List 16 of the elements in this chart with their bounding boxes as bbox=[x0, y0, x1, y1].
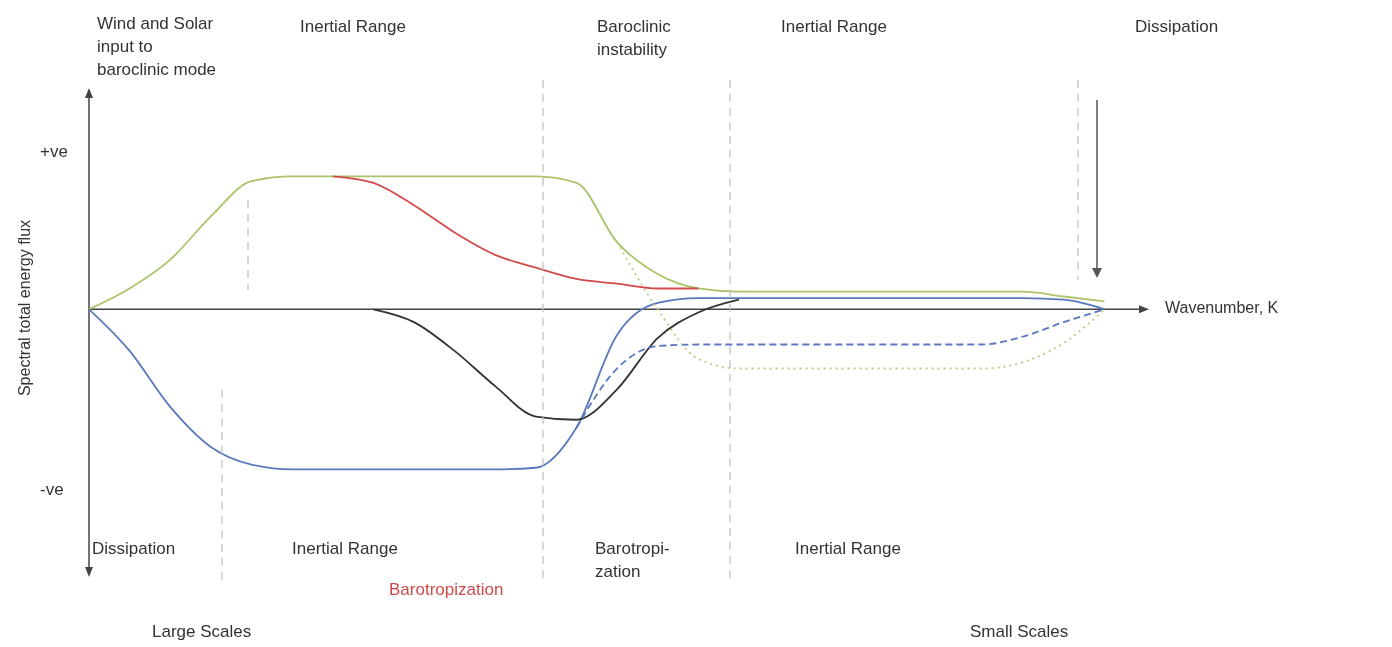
text: Barotropi- zation bbox=[595, 538, 671, 583]
y-axis-title: Spectral total energy flux bbox=[16, 219, 34, 399]
x-axis-title: Wavenumber, K bbox=[1165, 299, 1279, 318]
text: Inertial Range bbox=[300, 16, 406, 38]
text: Inertial Range bbox=[781, 16, 887, 38]
text: +ve bbox=[40, 141, 68, 163]
text: Small Scales bbox=[970, 621, 1069, 643]
text: Inertial Range bbox=[292, 538, 398, 560]
text: -ve bbox=[40, 479, 64, 501]
text: Large Scales bbox=[152, 621, 252, 643]
text: Dissipation bbox=[92, 538, 176, 560]
text: Baroclinic instability bbox=[597, 16, 672, 61]
text: Inertial Range bbox=[795, 538, 901, 560]
text: Dissipation bbox=[1135, 16, 1219, 38]
text: Barotropization bbox=[389, 579, 504, 601]
text: Wind and Solar input to baroclinic mode bbox=[97, 13, 217, 81]
